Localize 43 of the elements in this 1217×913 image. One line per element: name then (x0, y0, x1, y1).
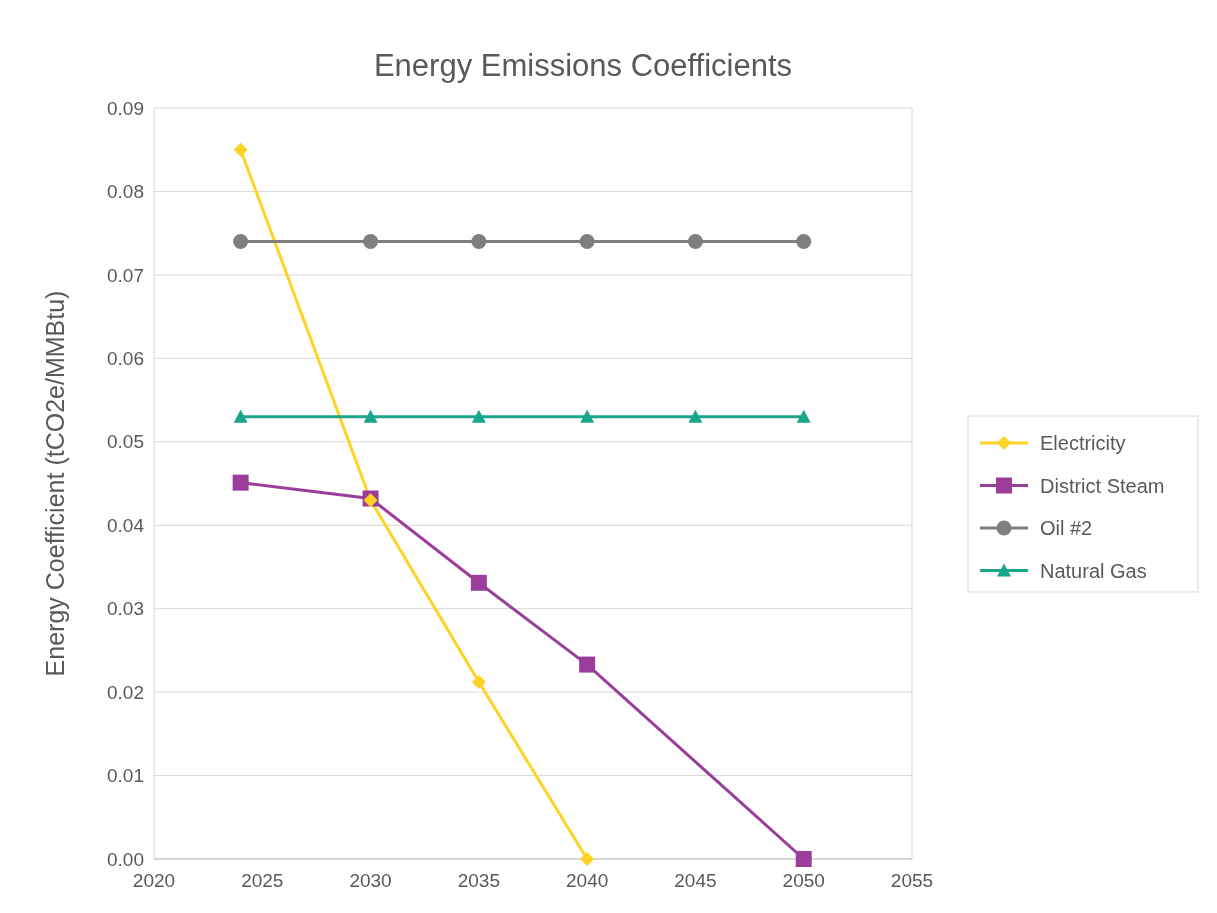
point (580, 852, 595, 866)
x-tick-label: 2035 (457, 870, 500, 891)
point (580, 409, 595, 423)
point (688, 409, 703, 423)
point (579, 234, 595, 250)
y-tick-label: 0.09 (107, 97, 144, 119)
point (470, 574, 487, 591)
point (796, 234, 812, 250)
legend-label: Oil #2 (1040, 517, 1093, 539)
legend-label: Electricity (1040, 432, 1126, 454)
y-axis-title: Energy Coefficient (tCO2e/MMBtu) (41, 290, 69, 677)
point (796, 409, 811, 423)
point (232, 474, 249, 491)
y-tick-label: 0.03 (107, 598, 144, 620)
y-tick-label: 0.02 (107, 681, 144, 703)
point (471, 234, 487, 250)
y-tick-label: 0.04 (107, 514, 145, 536)
point (687, 234, 703, 250)
point (363, 409, 378, 423)
x-tick-label: 2030 (349, 870, 392, 891)
point (363, 234, 379, 250)
point (795, 851, 812, 867)
y-tick-label: 0.07 (107, 264, 144, 286)
y-tick-label: 0.06 (107, 347, 144, 369)
x-tick-label: 2055 (890, 870, 934, 891)
legend-label: Natural Gas (1040, 559, 1147, 582)
y-tick-label: 0.05 (107, 431, 144, 453)
point (471, 675, 486, 690)
x-tick-label: 2025 (241, 870, 284, 891)
point (233, 409, 248, 423)
y-tick-label: 0.08 (107, 181, 144, 203)
point (579, 656, 596, 673)
y-tick-label: 0.00 (107, 848, 144, 870)
point (233, 234, 249, 250)
chart-title: Energy Emissions Coefficients (373, 48, 793, 83)
x-tick-label: 2040 (566, 870, 609, 891)
x-tick-label: 2045 (674, 870, 717, 891)
point (233, 142, 248, 157)
point (471, 409, 486, 423)
x-tick-label: 2020 (132, 870, 176, 891)
x-tick-label: 2050 (782, 870, 825, 891)
legend-label: District Steam (1040, 474, 1165, 497)
y-tick-label: 0.01 (107, 765, 144, 787)
